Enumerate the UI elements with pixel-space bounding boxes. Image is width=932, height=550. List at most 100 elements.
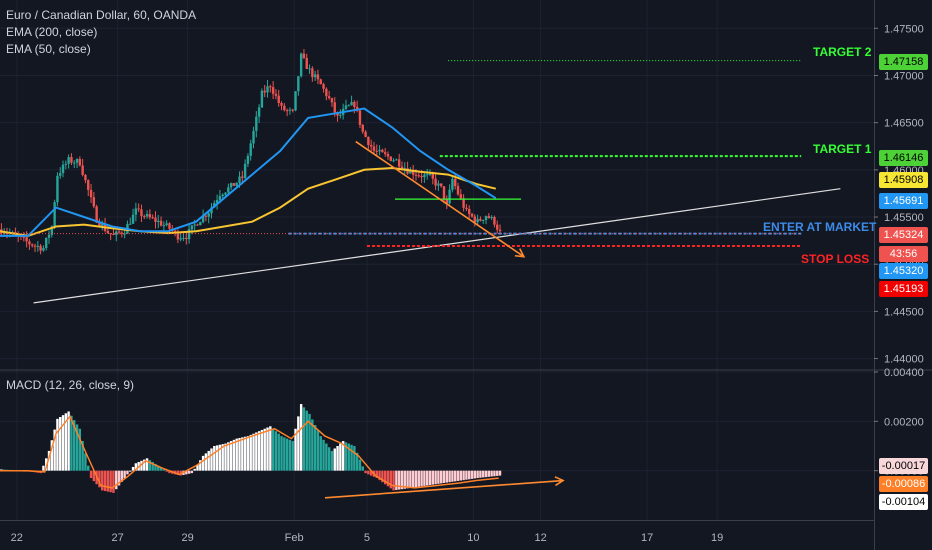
macd-value-tag[interactable]: -0.00017 [879,458,928,474]
candle-body [302,53,306,58]
macd-histogram-bar [238,437,241,471]
price-tag[interactable]: 43:56 [879,246,928,262]
macd-value-tag[interactable]: -0.00086 [879,476,928,492]
candle-body [59,173,62,176]
macd-histogram-bar [145,458,149,471]
candle-body [319,79,322,85]
candle-body [75,158,79,163]
macd-signal-line [0,414,499,489]
macd-histogram-bar [437,470,440,484]
candle-body [465,207,468,209]
y-tick-label: 1.44000 [884,354,924,366]
symbol-title[interactable]: Euro / Canadian Dollar, 60, OANDA [6,8,197,22]
macd-histogram-bar [106,470,110,492]
macd-histogram-bar [246,436,250,471]
macd-histogram-bar [470,470,474,479]
candle-body [257,107,261,117]
macd-histogram-bar [299,404,303,471]
macd-histogram-bar [249,434,252,471]
candle-body [218,196,222,200]
ema200-legend[interactable]: EMA (200, close) [6,25,98,39]
price-tag[interactable]: 1.45193 [879,281,928,297]
candle-body [42,248,45,251]
candle-body [145,214,149,217]
macd-histogram-bar [462,470,465,481]
candle-body [190,225,194,230]
macd-histogram-bar [255,432,258,471]
macd-histogram-bar [235,438,238,471]
candle-body [456,186,460,195]
candle-body [448,189,451,204]
candle-body [84,174,87,181]
candle-body [285,110,289,112]
candle-body [274,93,278,96]
ema200-line [0,166,497,237]
candle-body [151,217,154,219]
macd-histogram-bar [451,470,454,482]
candle-body [411,169,415,175]
candle-body [117,231,121,233]
candle-body [227,187,230,193]
price-tag[interactable]: 1.45320 [879,263,928,279]
macd-histogram-bar [367,470,370,475]
macd-value-tag[interactable]: -0.00104 [879,494,928,510]
candle-body [193,224,196,226]
price-tag[interactable]: 1.47158 [879,54,928,70]
candle-body [322,84,325,89]
macd-histogram-bar [213,446,216,471]
candle-body [246,155,250,164]
y-tick-label: 1.45500 [884,212,924,224]
macd-histogram-bar [487,470,491,477]
macd-histogram-bar [154,463,157,471]
ema50-legend[interactable]: EMA (50, close) [6,42,91,56]
macd-histogram-bar [134,463,138,471]
macd-histogram-bar [224,443,227,471]
candle-body [381,149,384,153]
macd-histogram-bar [297,416,300,471]
macd-histogram-bar [322,439,325,471]
candle-body [325,88,328,97]
candle-body [67,157,70,164]
macd-histogram-bar [112,470,115,493]
macd-histogram-bar [123,470,126,479]
macd-histogram-bar [456,470,460,481]
macd-histogram-bar [333,448,336,471]
price-tag[interactable]: 1.46146 [879,150,928,166]
candle-body [389,156,392,161]
candle-body [339,114,342,116]
macd-histogram-bar [311,419,314,471]
candle-body [98,222,101,226]
price-tag[interactable]: 1.45908 [879,172,928,188]
candle-body [400,166,404,169]
candle-body [232,183,236,186]
macd-histogram-bar [92,470,96,482]
candle-body [428,173,432,175]
candle-body [137,208,140,210]
enter-label: ENTER AT MARKET [763,220,877,234]
macd-legend[interactable]: MACD (12, 26, close, 9) [6,378,135,392]
candle-body [375,150,378,152]
macd-y-tick-label: 0.00200 [884,416,924,428]
macd-histogram-bar [498,470,502,476]
candle-body [420,175,423,178]
macd-histogram-bar [428,470,432,486]
candle-body [414,174,418,176]
macd-histogram-bar [465,470,468,480]
macd-divergence-arrow-head [554,476,565,487]
candle-body [31,244,34,246]
macd-histogram-bar [383,470,387,485]
macd-histogram-bar [269,426,272,471]
candle-body [255,116,258,131]
candle-body [36,245,40,247]
macd-histogram-bar [339,443,342,471]
macd-histogram-bar [70,415,73,471]
macd-histogram-bar [257,431,261,471]
candle-body [154,217,157,222]
macd-histogram-bar [56,418,59,471]
candle-body [493,216,496,225]
price-tag[interactable]: 1.45324 [879,227,928,243]
price-tag[interactable]: 1.45691 [879,193,928,209]
macd-histogram-bar [229,441,233,471]
candle-body [425,174,429,176]
